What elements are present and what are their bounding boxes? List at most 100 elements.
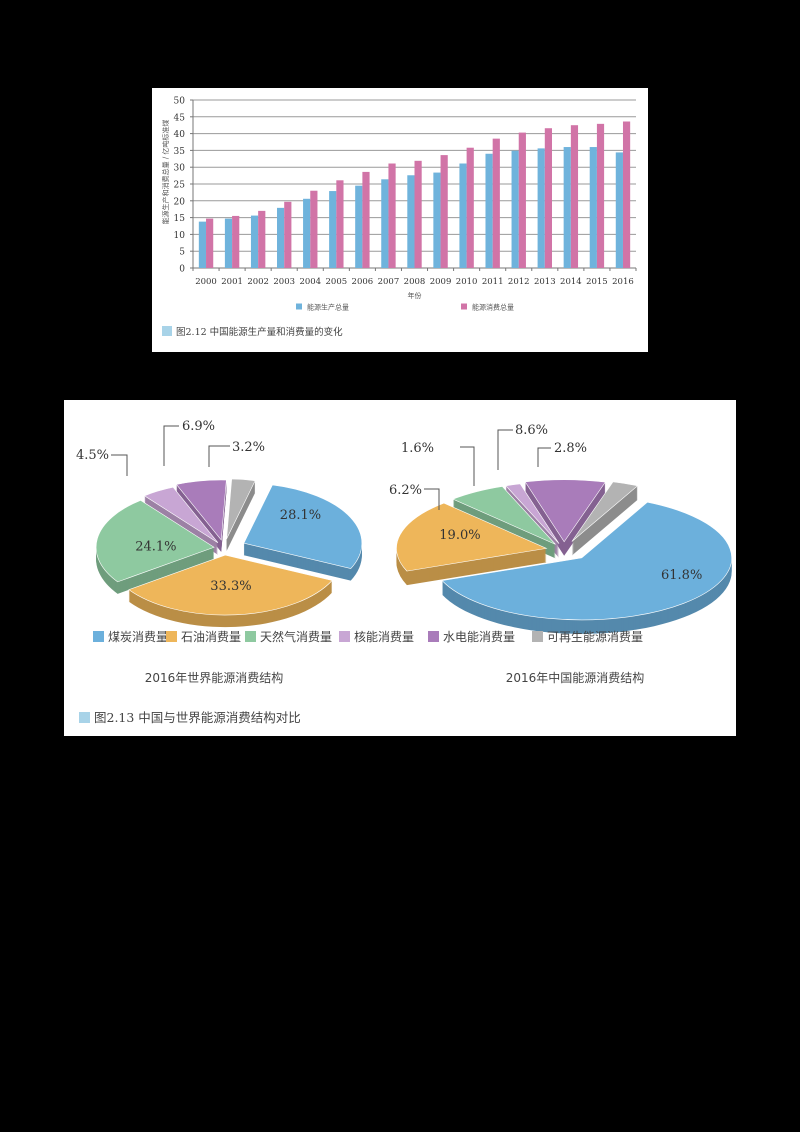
bar (407, 175, 415, 268)
x-tick-label: 2001 (221, 277, 243, 287)
x-tick-label: 2015 (586, 277, 608, 287)
bar (459, 163, 467, 268)
energy-bar-chart: 0 5 10 15 20 25 30 35 40 45 50 2000 2001 2002 2003 2004… (161, 97, 637, 338)
bar (511, 150, 519, 268)
y-tick-label: 50 (174, 97, 186, 107)
bar (284, 201, 292, 268)
caption-marker (79, 712, 90, 723)
bar (277, 207, 285, 268)
x-tick-label: 2007 (378, 277, 400, 287)
legend-label: 天然气消费量 (260, 629, 332, 644)
bar (232, 215, 240, 268)
bar (414, 160, 422, 268)
x-tick-label: 2010 (456, 277, 478, 287)
slice-label: 33.3% (210, 579, 251, 594)
x-tick-label: 2002 (247, 277, 269, 287)
slice-label: 28.1% (280, 508, 321, 523)
x-tick-label: 2013 (534, 277, 556, 287)
figure-2-13-panel: 28.1% 33.3% 24.1% 4.5% 6.9% 3.2% 61.8% 19.0% 6.2… (64, 400, 736, 736)
slice-label: 61.8% (661, 568, 702, 583)
bar (250, 215, 259, 268)
legend-swatch (296, 303, 302, 310)
leader-line (111, 454, 128, 476)
bar (622, 121, 631, 268)
leader-line (497, 429, 513, 470)
legend-label: 可再生能源消费量 (547, 630, 643, 644)
pie-chart: 61.8% 19.0% 6.2% 1.6% 8.6% 2.8% (389, 423, 732, 634)
bar (440, 155, 448, 268)
bar (381, 179, 389, 268)
bar (329, 191, 337, 268)
world-pie-title: 2016年世界能源消费结构 (145, 670, 284, 685)
bar (589, 147, 597, 268)
bar (198, 221, 207, 268)
y-tick-label: 15 (174, 214, 186, 224)
pie-slice-水电能消费量 (524, 479, 606, 543)
figure-2-12-panel: 0 5 10 15 20 25 30 35 40 45 50 2000 2001 2002 2003 2004… (152, 88, 648, 352)
pie-slice-水电能消费量 (175, 479, 227, 541)
bar (518, 132, 526, 268)
slice-label: 1.6% (401, 441, 434, 456)
bar (258, 210, 266, 268)
energy-pie-charts: 28.1% 33.3% 24.1% 4.5% 6.9% 3.2% 61.8% 19.0% 6.2… (76, 419, 732, 725)
x-tick-label: 2006 (352, 277, 374, 287)
legend-swatch (532, 631, 543, 642)
y-tick-label: 10 (174, 231, 186, 241)
y-tick-label: 20 (174, 197, 186, 207)
leader-line (424, 488, 440, 510)
bar (355, 185, 363, 268)
legend-label: 煤炭消费量 (108, 630, 168, 644)
bar (303, 198, 311, 268)
pie-chart: 28.1% 33.3% 24.1% 4.5% 6.9% 3.2% (76, 419, 363, 628)
pie-slice-天然气消费量 (95, 499, 215, 583)
bar (485, 153, 493, 268)
bar (433, 172, 441, 268)
y-tick-label: 30 (174, 164, 186, 174)
x-tick-label: 2008 (404, 277, 426, 287)
pie-slice-石油消费量 (128, 554, 333, 616)
y-axis-label: 能源生产和消费总量 / 亿吨标准煤 (161, 120, 170, 225)
bar (336, 180, 344, 268)
pie-slice-煤炭消费量 (243, 484, 363, 569)
y-tick-label: 35 (174, 147, 186, 157)
pie-slice-可再生能源消费量 (226, 478, 256, 540)
bar (537, 148, 545, 268)
x-tick-label: 2012 (508, 277, 530, 287)
pie-slice-天然气消费量 (452, 486, 556, 545)
legend-label: 能源消费总量 (472, 303, 514, 312)
bar (388, 163, 396, 268)
x-tick-label: 2005 (326, 277, 348, 287)
legend-swatch (428, 631, 439, 642)
y-tick-label: 45 (174, 113, 186, 123)
legend-swatch (339, 631, 350, 642)
figure-caption: 图2.13 中国与世界能源消费结构对比 (94, 710, 301, 725)
y-tick-label: 0 (179, 265, 185, 275)
x-tick-label: 2003 (273, 277, 295, 287)
legend-label: 水电能消费量 (443, 630, 515, 644)
bar (206, 218, 214, 268)
leader-line (163, 425, 179, 466)
x-tick-label: 2000 (195, 277, 217, 287)
legend-label: 核能消费量 (354, 630, 414, 644)
pie-slice-可再生能源消费量 (571, 481, 639, 542)
legend-swatch (93, 631, 104, 642)
slice-label: 19.0% (439, 528, 480, 543)
pie-slice-石油消费量 (396, 502, 548, 572)
bar (466, 147, 474, 268)
bar (615, 152, 623, 268)
x-tick-label: 2011 (482, 277, 504, 287)
y-tick-label: 25 (174, 181, 186, 191)
bar (224, 218, 233, 268)
china-pie-title: 2016年中国能源消费结构 (506, 670, 645, 685)
leader-line (537, 447, 551, 467)
pie-slice-煤炭消费量 (441, 501, 732, 621)
y-tick-label: 5 (179, 248, 185, 258)
bar (492, 138, 500, 268)
leader-line (460, 446, 475, 486)
pie-slice-核能消费量 (143, 486, 219, 543)
legend-label: 能源生产总量 (307, 303, 349, 312)
bar (362, 171, 370, 268)
leader-line (208, 445, 230, 467)
bar (570, 125, 579, 268)
bar (310, 190, 318, 268)
